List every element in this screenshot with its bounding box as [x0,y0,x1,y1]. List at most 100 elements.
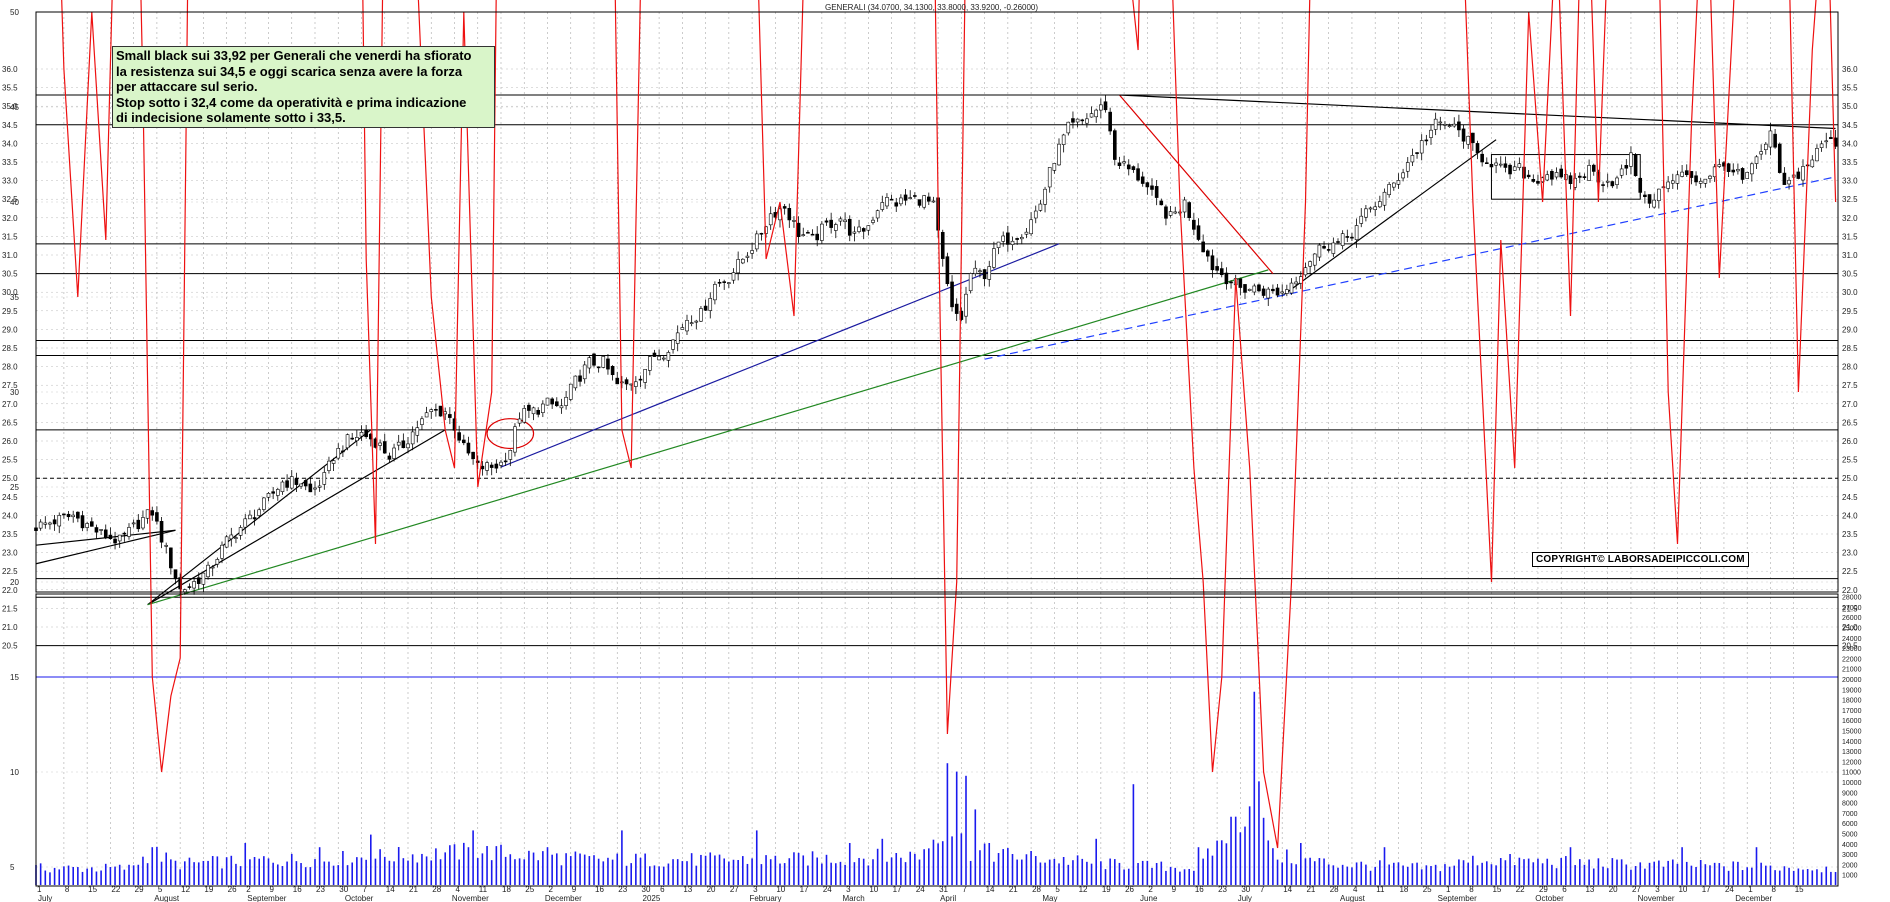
candle-body [1410,155,1415,163]
y-tick-label-left: 29.5 [2,307,18,316]
candle-body [1010,240,1015,245]
y-tick-label-right: 26.0 [1842,437,1858,446]
y-tick-label-right: 20.5 [1842,642,1858,651]
candle-body [731,272,736,281]
candle-body [1638,177,1643,193]
candle-body [1168,211,1173,216]
candle-body [806,231,810,234]
y-tick-label-left: 23.5 [2,530,18,539]
volume-tick-label: 6000 [1842,821,1858,828]
x-day-label: 28 [1032,885,1041,894]
y-tick-label-left: 27.0 [2,400,18,409]
y-tick-label-right: 25.5 [1842,456,1858,465]
candle-body [1150,185,1154,190]
candle-body [610,366,615,376]
y-tick-label-left: 28.5 [2,344,18,353]
x-day-label: 15 [1795,885,1804,894]
candle-body [294,478,299,485]
y-tick-label-right: 36.0 [1842,65,1858,74]
candle-body [666,352,671,361]
x-day-label: 5 [158,885,163,894]
candle-body [1173,211,1178,214]
candle-body [1703,178,1708,184]
y-tick-label-right: 31.0 [1842,251,1858,260]
x-month-label: May [1042,894,1057,902]
candle-body [350,437,355,440]
x-day-label: 25 [525,885,534,894]
candle-body [38,521,43,529]
x-day-label: 11 [1376,885,1385,894]
candle-body [727,282,731,284]
candle-body [996,241,1001,248]
candle-body [1819,143,1824,148]
y-tick-label-right: 28.5 [1842,344,1858,353]
candle-body [127,527,131,537]
candle-body [1038,203,1043,211]
x-day-label: 3 [1655,885,1660,894]
x-day-label: 15 [88,885,97,894]
x-day-label: 20 [707,885,716,894]
candle-body [308,483,313,493]
candle-body [1526,174,1531,178]
candle-body [1192,219,1196,230]
candle-body [713,284,717,301]
volume-tick-label: 18000 [1842,698,1862,705]
candle-body [145,509,150,519]
candle-body [382,441,387,454]
candle-body [1187,202,1191,218]
candle-body [1275,287,1280,296]
candle-body [378,442,382,446]
candle-body [1015,238,1019,240]
candle-body [1331,242,1336,254]
candle-body [559,405,564,409]
candle-body [829,219,833,228]
volume-tick-label: 2000 [1842,862,1858,869]
candle-body [424,412,429,418]
candle-body [1447,125,1452,127]
candle-body [861,228,866,232]
candle-body [847,218,852,236]
candle-body [1229,281,1233,284]
candle-body [178,577,182,590]
candle-body [792,220,796,222]
y-tick-label-right: 24.5 [1842,493,1858,502]
trendline [1118,94,1274,274]
x-day-label: 13 [683,885,692,894]
candle-body [471,451,475,460]
x-day-label: 6 [1562,885,1567,894]
y-tick-label-right: 29.0 [1842,325,1858,334]
candle-body [1224,272,1229,285]
trendline [147,269,1269,606]
candle-body [643,369,647,383]
candle-body [1438,121,1443,124]
candle-body [1271,288,1275,292]
annotation-line: la resistenza sui 34,5 e oggi scarica se… [116,63,463,79]
candle-body [871,219,875,223]
candle-body [1396,180,1401,185]
candle-body [1247,288,1252,291]
oscillator-tick-label: 5 [10,863,15,872]
candle-body [824,220,829,223]
candle-body [113,538,117,544]
annotation-line: Stop sotto i 32,4 come da operatività e … [116,94,467,110]
volume-tick-label: 17000 [1842,708,1862,715]
candle-body [1289,282,1294,294]
candle-body [1824,140,1829,143]
x-day-label: 10 [776,885,785,894]
x-day-label: 24 [916,885,925,894]
candle-body [257,509,262,516]
candle-body [71,514,75,518]
candle-body [248,514,252,520]
candle-body [754,233,759,250]
candle-body [1336,241,1340,243]
candle-body [717,281,722,284]
candle-body [601,356,606,368]
y-tick-label-left: 33.5 [2,158,18,167]
candle-body [108,534,113,540]
candle-body [615,377,620,385]
x-day-label: 22 [111,885,120,894]
x-month-label: September [247,894,286,902]
y-tick-label-right: 24.0 [1842,511,1858,520]
candle-body [1317,244,1322,258]
